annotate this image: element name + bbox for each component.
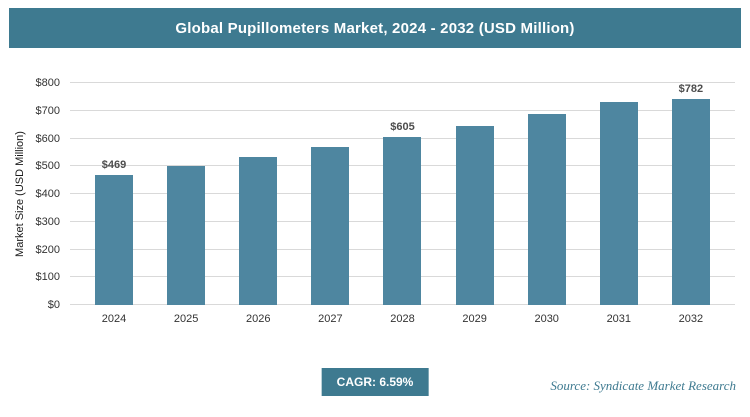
cagr-badge: CAGR: 6.59% (321, 368, 429, 396)
y-tick-label: $700 (35, 104, 60, 117)
x-tick-label: 2024 (101, 313, 127, 325)
bar-column-2028: $605 (379, 83, 425, 305)
bar-value-label: $605 (390, 121, 415, 134)
y-tick-label: $500 (35, 160, 60, 173)
y-tick-label: $600 (35, 132, 60, 145)
bar-column-2027 (307, 83, 353, 305)
bar-2030 (527, 114, 566, 305)
bar-column-2026 (235, 83, 281, 305)
chart-footer: CAGR: 6.59% Source: Syndicate Market Res… (0, 366, 750, 400)
source-text: Source: Syndicate Market Research (550, 378, 736, 393)
bar-column-2029 (452, 83, 498, 305)
x-tick-label: 2031 (606, 313, 632, 325)
bar-2024 (95, 174, 134, 305)
gridline (70, 109, 735, 111)
bar-2029 (455, 126, 494, 305)
bar-column-2025 (163, 83, 209, 305)
x-tick-label: 2027 (318, 313, 343, 325)
x-tick-label: 2032 (678, 313, 704, 325)
bar-2025 (167, 166, 206, 305)
bar-2031 (599, 101, 638, 305)
y-tick-label: $200 (35, 243, 60, 256)
x-tick-label: 2025 (173, 313, 199, 325)
bar-2032 (671, 99, 710, 305)
y-axis-tick-labels: $0 $100 $200 $300 $400 $500 $600 $700 $800 (22, 77, 64, 311)
bar-value-label: $782 (678, 83, 704, 95)
bar-2026 (239, 157, 278, 305)
y-tick-label: $400 (35, 188, 60, 200)
bar-value-label: $469 (101, 158, 127, 171)
chart-title: Global Pupillometers Market, 2024 - 2032… (175, 19, 575, 37)
bar-column-2024: $469 (91, 83, 137, 305)
bar-column-2030 (524, 83, 570, 305)
y-tick-label: $0 (47, 299, 60, 311)
bar-2027 (311, 147, 350, 305)
y-tick-label: $300 (35, 215, 60, 228)
chart-title-bar: Global Pupillometers Market, 2024 - 2032… (9, 8, 741, 48)
plot-area: $469 $605 $782 (70, 82, 735, 305)
x-tick-label: 2028 (390, 313, 415, 325)
bar-2028 (383, 137, 422, 305)
y-tick-label: $800 (35, 77, 60, 89)
x-tick-label: 2030 (534, 313, 559, 325)
gridline (70, 82, 735, 83)
x-tick-label: 2026 (246, 313, 271, 325)
bars-group: $469 $605 $782 (70, 83, 735, 305)
bar-column-2032: $782 (668, 83, 714, 305)
y-tick-label: $100 (35, 271, 60, 284)
x-axis-tick-labels: 2024 2025 2026 2027 2028 2029 2030 2031 2032 (70, 313, 735, 325)
x-tick-label: 2029 (462, 313, 487, 325)
bar-chart: Market Size (USD Million) $0 $100 $200 $300… (14, 77, 735, 311)
bar-column-2031 (596, 83, 642, 305)
